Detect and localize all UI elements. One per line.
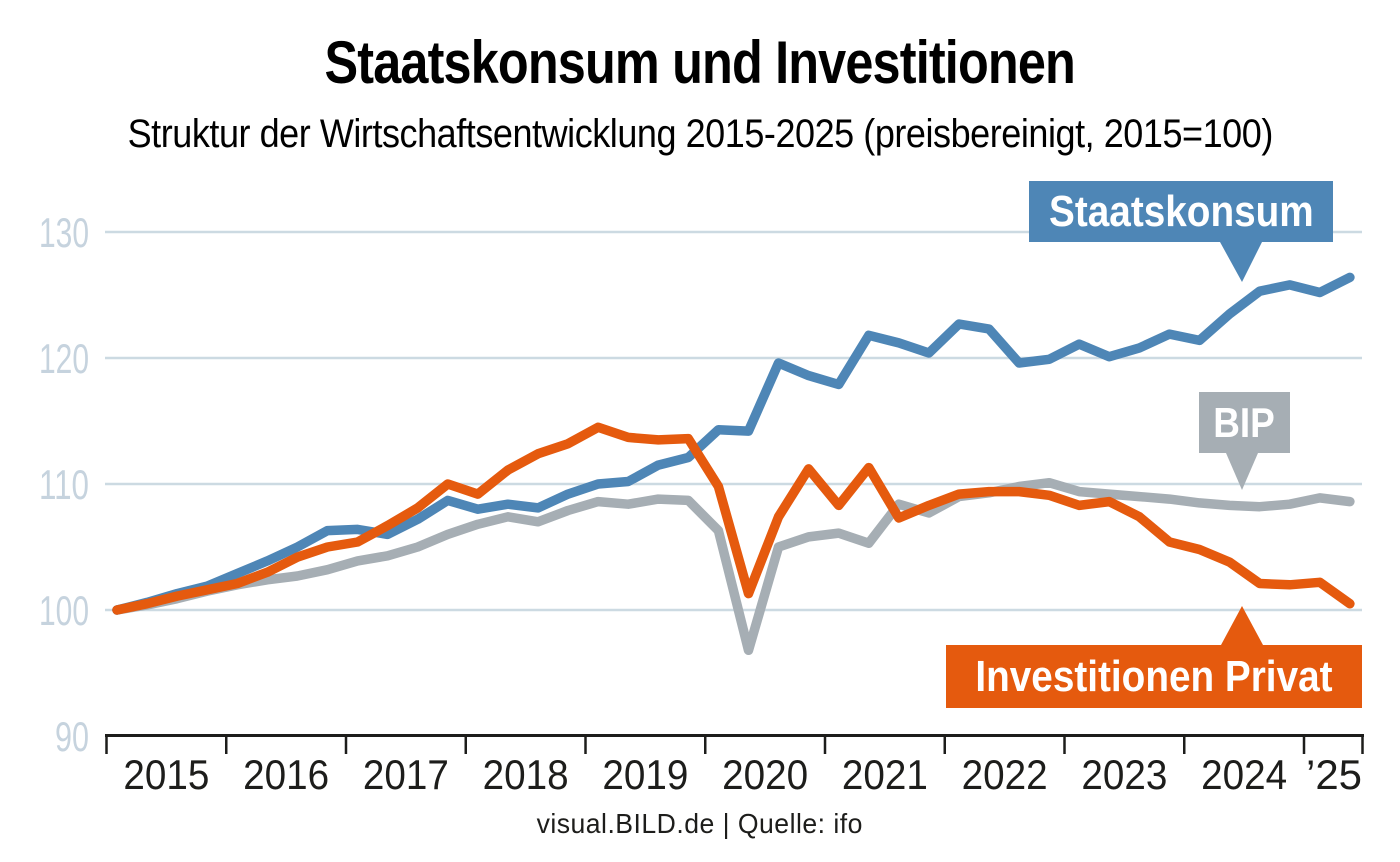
x-year-label-25: ’25 bbox=[1306, 751, 1362, 798]
source-credit-text: visual.BILD.de | Quelle: ifo bbox=[536, 808, 864, 839]
y-tick-label-120: 120 bbox=[39, 335, 89, 382]
x-year-label-2024: 2024 bbox=[1201, 751, 1287, 798]
source-credit: visual.BILD.de | Quelle: ifo bbox=[0, 808, 1400, 840]
x-year-label-2023: 2023 bbox=[1081, 751, 1167, 798]
series-line-investitionen-privat bbox=[112, 422, 1355, 615]
x-year-label-2022: 2022 bbox=[962, 751, 1048, 798]
series-line-bip bbox=[112, 477, 1355, 656]
page-subtitle: Struktur der Wirtschaftsentwicklung 2015… bbox=[0, 104, 1400, 164]
page-title-text: Staatskonsum und Investitionen bbox=[324, 29, 1076, 96]
y-axis-labels: 130 120 110 100 90 bbox=[39, 209, 89, 760]
x-year-label-2019: 2019 bbox=[602, 751, 688, 798]
x-axis: 2015 2016 2017 2018 2019 2020 2021 2022 2023 2024… bbox=[105, 734, 1364, 798]
callout-bip-label: BIP bbox=[1213, 398, 1276, 446]
callout-bip: BIP bbox=[1199, 392, 1290, 490]
callout-staatskonsum-label: Staatskonsum bbox=[1048, 186, 1314, 236]
callout-investitionen-privat: Investitionen Privat bbox=[946, 606, 1362, 708]
y-tick-label-100: 100 bbox=[39, 587, 89, 634]
x-year-label-2017: 2017 bbox=[363, 751, 449, 798]
x-year-label-2016: 2016 bbox=[243, 751, 329, 798]
page-subtitle-text: Struktur der Wirtschaftsentwicklung 2015… bbox=[127, 112, 1273, 156]
callout-staatskonsum: Staatskonsum bbox=[1029, 181, 1333, 282]
x-year-label-2015: 2015 bbox=[123, 751, 209, 798]
series-line-staatskonsum bbox=[112, 272, 1355, 615]
x-year-label-2018: 2018 bbox=[483, 751, 569, 798]
callout-investitionen-privat-label: Investitionen Privat bbox=[975, 651, 1333, 701]
series-lines bbox=[112, 272, 1355, 656]
y-tick-label-130: 130 bbox=[39, 209, 89, 256]
y-tick-label-110: 110 bbox=[39, 461, 89, 508]
x-year-label-2020: 2020 bbox=[722, 751, 808, 798]
y-tick-label-90: 90 bbox=[55, 713, 89, 760]
x-year-label-2021: 2021 bbox=[842, 751, 928, 798]
page-title: Staatskonsum und Investitionen bbox=[0, 30, 1400, 96]
